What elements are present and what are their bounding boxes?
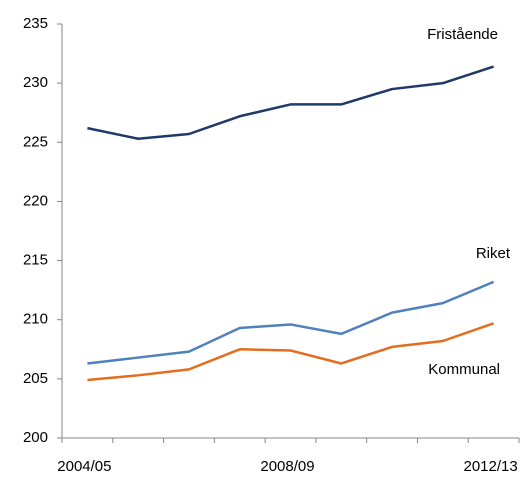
series-label: Riket <box>476 245 511 262</box>
y-tick-label: 215 <box>23 252 48 269</box>
y-tick-label: 210 <box>23 311 48 328</box>
y-tick-label: 200 <box>23 429 48 446</box>
series-label: Fristående <box>427 26 498 43</box>
x-tick-label: 2012/13 <box>463 458 517 475</box>
series-label: Kommunal <box>428 361 500 378</box>
y-tick-label: 235 <box>23 15 48 32</box>
y-tick-label: 230 <box>23 74 48 91</box>
series-line <box>87 280 495 365</box>
y-tick-label: 225 <box>23 133 48 150</box>
y-tick-label: 220 <box>23 192 48 209</box>
series-line <box>87 322 495 382</box>
x-tick-label: 2004/05 <box>57 458 111 475</box>
y-tick-label: 205 <box>23 370 48 387</box>
x-tick-label: 2008/09 <box>260 458 314 475</box>
series-line <box>87 65 494 140</box>
